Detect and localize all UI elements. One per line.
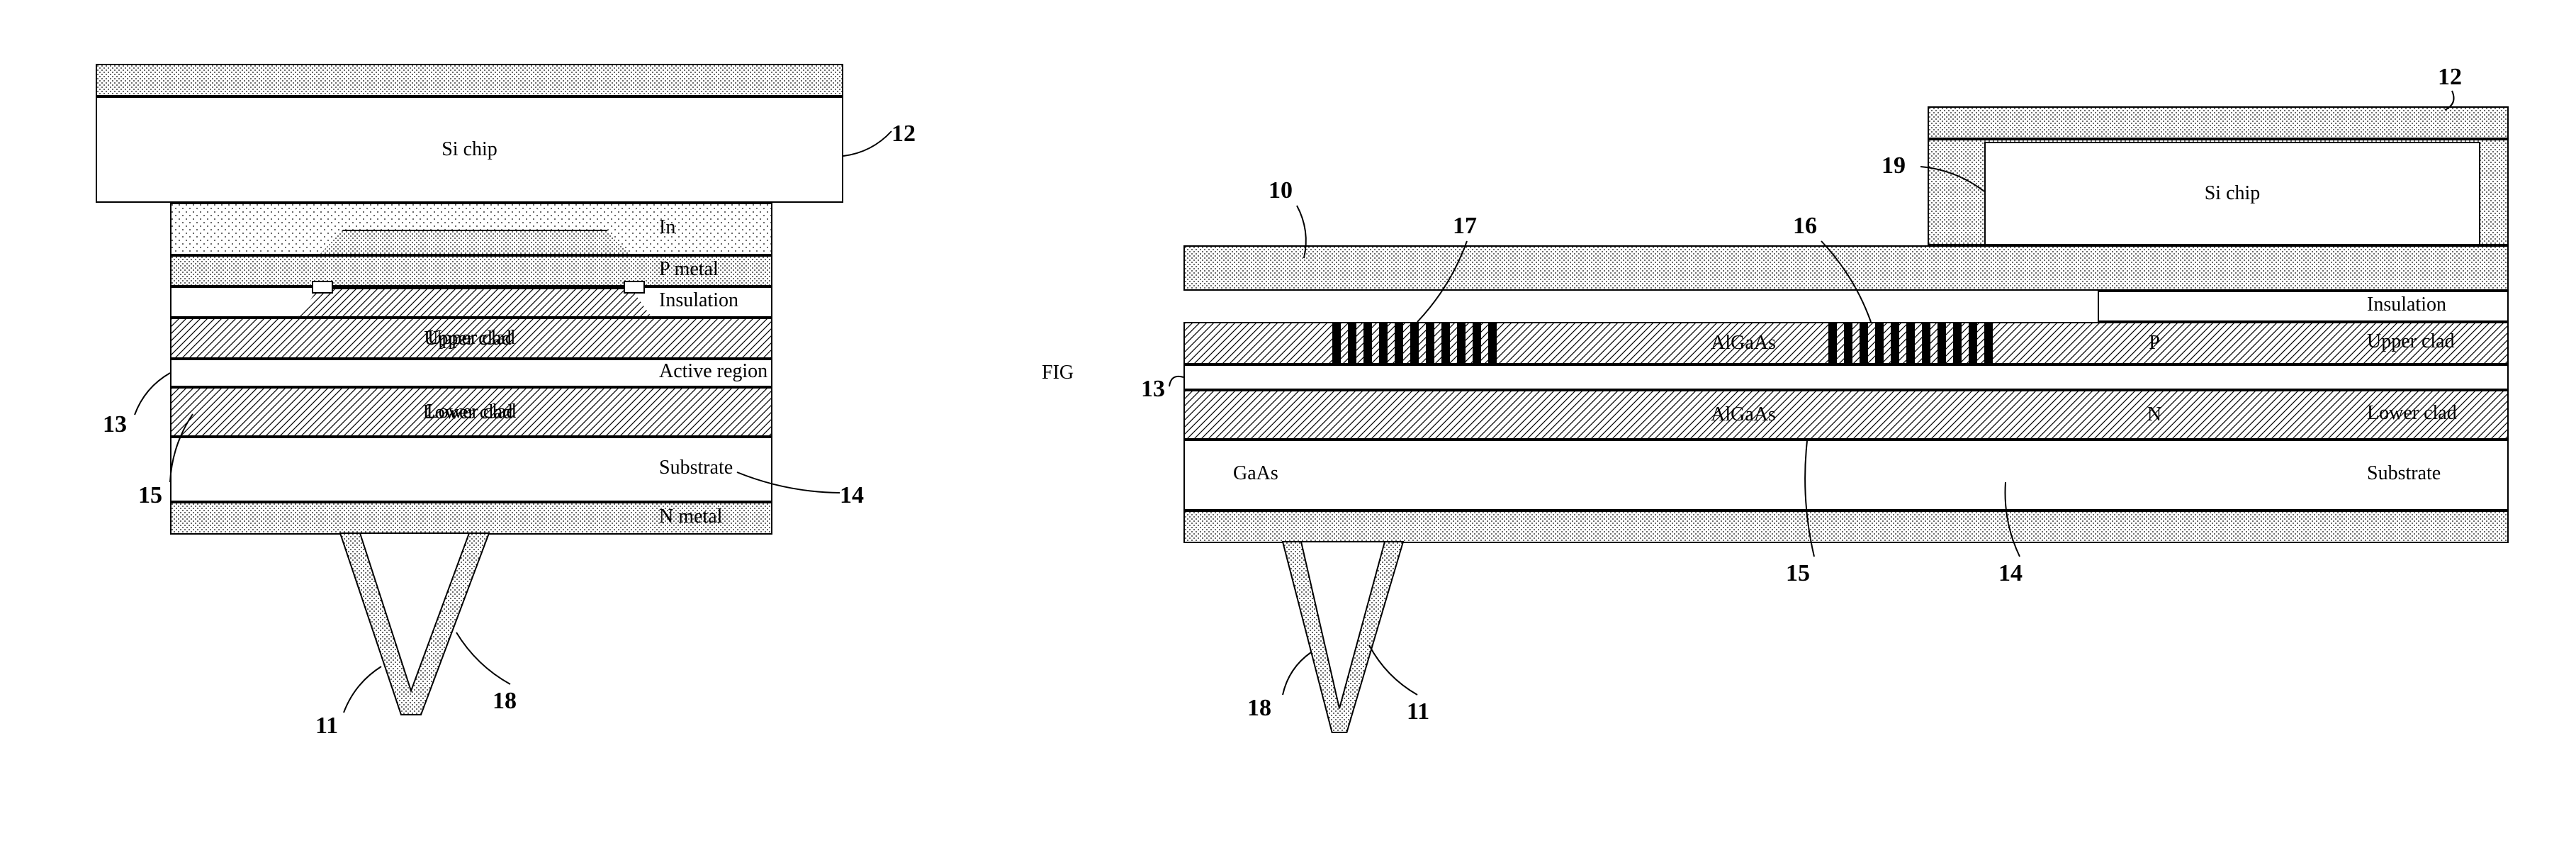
right-substrate: [1183, 440, 2509, 511]
right-grating-1-bar-2: [1860, 322, 1868, 364]
left-lower-clad-text: Lower clad: [423, 401, 513, 424]
right-si-chip-label: Si chip: [2205, 182, 2261, 205]
left-si-chip-label: Si chip: [441, 138, 497, 161]
left-callout-11: 11: [315, 713, 338, 740]
right-leader-12: [2443, 89, 2453, 111]
right-grating-0-bar-7: [1441, 322, 1450, 364]
right-active: [1183, 364, 2509, 390]
right-grating-0-bar-2: [1363, 322, 1372, 364]
right-substrate-rlabel: Substrate: [2367, 462, 2441, 485]
right-grating-1-bar-6: [1922, 322, 1930, 364]
left-callout-15: 15: [138, 482, 162, 509]
right-callout-11: 11: [1407, 698, 1429, 725]
left-n-metal-rlabel: N metal: [659, 506, 722, 528]
figure-page: Si chip In P metal Insulation Upper clad Acti…: [28, 28, 2548, 820]
left-leader-15: [169, 413, 194, 484]
right-lower-clad: [1183, 390, 2509, 440]
right-grating-1-bar-0: [1828, 322, 1837, 364]
right-lower-clad-rlabel: Lower clad: [2367, 402, 2457, 425]
right-callout-12: 12: [2438, 64, 2462, 91]
right-grating-0-bar-1: [1348, 322, 1356, 364]
right-grating-0-bar-0: [1332, 322, 1341, 364]
right-grating-0-bar-4: [1395, 322, 1403, 364]
right-grating-1-bar-4: [1891, 322, 1899, 364]
right-leader-18: [1281, 651, 1312, 696]
right-grating-1-bar-10: [1984, 322, 1993, 364]
right-lower-clad-clabel: AlGaAs: [1711, 403, 1776, 426]
right-upper-clad-p: P: [2149, 332, 2160, 355]
right-callout-14: 14: [1998, 560, 2023, 587]
right-callout-13: 13: [1141, 376, 1165, 403]
left-p-metal-mesa: [319, 230, 631, 255]
left-upper-clad-mesa: [298, 288, 652, 318]
right-grating-0-bar-6: [1426, 322, 1434, 364]
figure-caption: FIG: [1042, 362, 1074, 384]
right-lower-clad-n: N: [2147, 403, 2161, 426]
left-leader-12: [842, 130, 893, 157]
right-leader-17: [1416, 240, 1468, 323]
left-p-metal-rlabel: P metal: [659, 258, 719, 281]
right-leader-15: [1806, 440, 1816, 558]
right-leader-11: [1368, 644, 1419, 696]
right-grating-1-bar-7: [1937, 322, 1946, 364]
right-callout-10: 10: [1269, 177, 1293, 204]
right-grating-1-bar-3: [1875, 322, 1884, 364]
right-grating-1-bar-5: [1906, 322, 1915, 364]
right-callout-16: 16: [1793, 213, 1817, 240]
left-insulation-notch-0: [312, 281, 333, 294]
right-leader-19: [1919, 165, 1986, 193]
right-callout-17: 17: [1453, 213, 1477, 240]
right-leader-14: [2004, 481, 2021, 558]
right-grating-0-bar-9: [1473, 322, 1481, 364]
right-substrate-llabel: GaAs: [1233, 462, 1278, 485]
right-grating-1-bar-9: [1969, 322, 1977, 364]
right-callout-18: 18: [1247, 695, 1271, 722]
left-callout-14: 14: [840, 482, 864, 509]
left-insulation-notch-1: [624, 281, 645, 294]
right-upper-clad-clabel: AlGaAs: [1711, 332, 1776, 355]
left-substrate-rlabel: Substrate: [659, 457, 733, 479]
right-n-metal: [1183, 511, 2509, 543]
left-active-region-rlabel: Active region: [659, 360, 767, 383]
right-grating-0-bar-10: [1488, 322, 1497, 364]
left-insulation-rlabel: Insulation: [659, 289, 738, 312]
right-grating-0-bar-3: [1379, 322, 1388, 364]
left-leader-13: [133, 372, 171, 416]
left-leader-14: [736, 471, 841, 494]
right-upper-clad-rlabel: Upper clad: [2367, 330, 2455, 353]
left-callout-12: 12: [892, 121, 916, 147]
left-callout-13: 13: [103, 411, 127, 438]
right-si-cap: [1928, 106, 2509, 139]
left-leader-11: [342, 665, 383, 714]
right-grating-0-bar-8: [1457, 322, 1466, 364]
right-leader-10: [1295, 204, 1305, 260]
right-insulation-rlabel: Insulation: [2367, 294, 2446, 316]
right-callout-19: 19: [1882, 152, 1906, 179]
left-in-layer-rlabel: In: [659, 216, 675, 239]
right-callout-15: 15: [1786, 560, 1810, 587]
left-si-top-cap: [96, 64, 843, 96]
right-leader-16: [1820, 240, 1872, 323]
left-upper-clad-text: Upper clad: [424, 328, 512, 350]
right-insulation: [2098, 291, 2509, 322]
right-leader-13: [1168, 376, 1185, 388]
right-probe-tip: [1254, 540, 1432, 740]
left-leader-18: [455, 631, 512, 686]
right-grating-0-bar-5: [1410, 322, 1419, 364]
right-grating-1-bar-1: [1844, 322, 1852, 364]
right-grating-1-bar-8: [1953, 322, 1962, 364]
left-callout-18: 18: [493, 688, 517, 715]
